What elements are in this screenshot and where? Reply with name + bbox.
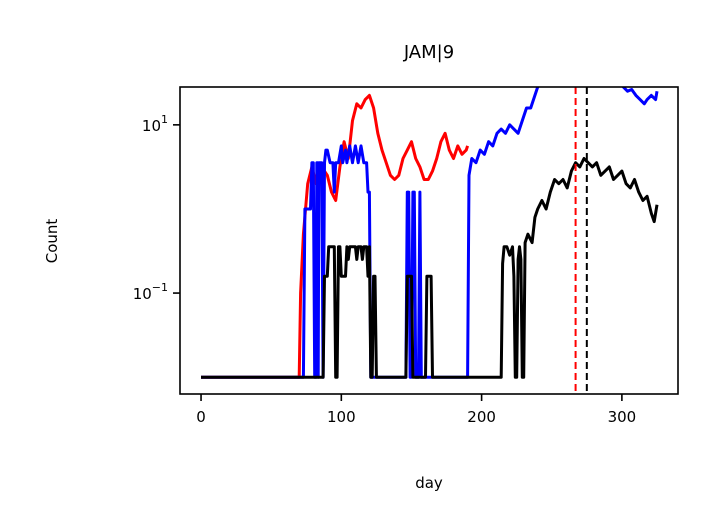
plot-frame [179, 86, 679, 395]
y-axis-label: Count [43, 219, 61, 264]
y-axis: 101 10−1 [133, 113, 180, 303]
series-line-2 [201, 87, 659, 379]
x-tick-label: 300 [608, 408, 637, 426]
series-layer [201, 87, 659, 379]
y-tick-label: 10−1 [133, 281, 168, 303]
x-axis: 0 100 200 300 [196, 394, 636, 426]
x-tick-label: 100 [327, 408, 356, 426]
y-tick-label: 101 [142, 113, 168, 135]
x-tick-label: 0 [196, 408, 206, 426]
x-tick-label: 200 [467, 408, 496, 426]
series-line-3 [201, 157, 659, 379]
vline-layer [574, 87, 588, 394]
x-axis-label: day [415, 474, 443, 492]
chart-title: JAM|9 [403, 42, 454, 63]
